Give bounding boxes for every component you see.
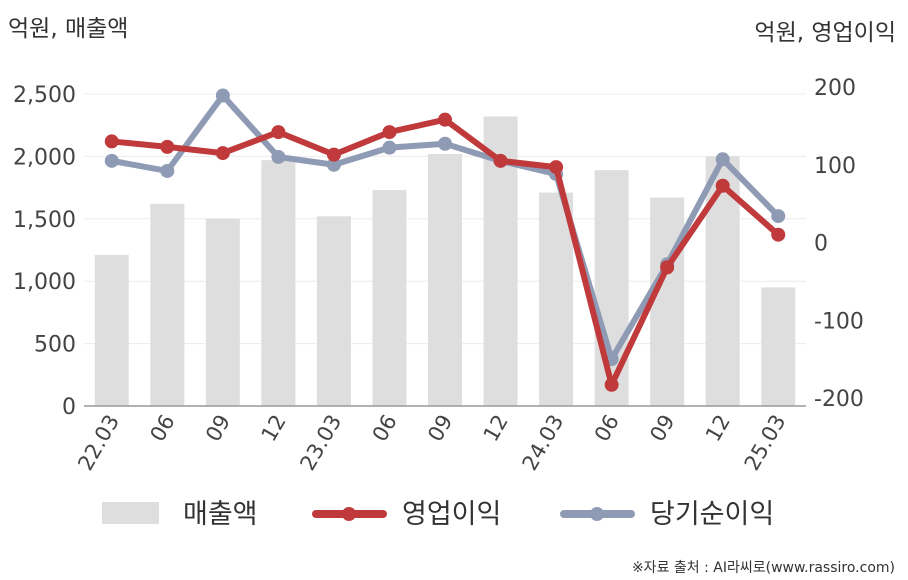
x-axis-tick-label: 09 bbox=[645, 411, 679, 446]
source-note: ※자료 출처 : AI라씨로(www.rassiro.com) bbox=[632, 560, 895, 576]
bar-sales bbox=[150, 203, 185, 406]
point-net-income bbox=[271, 149, 286, 164]
left-axis-ticks: 0 500 1,000 1,500 2,000 2,500 bbox=[13, 83, 76, 420]
line-series bbox=[104, 88, 786, 392]
right-axis-tick-label: 0 bbox=[814, 232, 828, 257]
bar-sales bbox=[539, 192, 574, 406]
right-axis-tick-label: -100 bbox=[814, 309, 864, 334]
bar-sales bbox=[761, 287, 796, 406]
legend-label-net-income: 당기순이익 bbox=[650, 499, 774, 530]
point-operating-profit bbox=[660, 260, 675, 275]
legend: 매출액 영업이익 당기순이익 bbox=[102, 499, 774, 530]
bar-sales bbox=[316, 216, 351, 406]
bar-series-sales bbox=[94, 116, 796, 407]
point-operating-profit bbox=[326, 147, 341, 162]
right-axis-tick-label: 100 bbox=[814, 154, 856, 179]
x-axis-tick-label: 24.03 bbox=[518, 411, 569, 475]
x-axis-ticks: 22.03 06 09 12 23.03 06 09 12 24.03 06 09 12 25.03 bbox=[73, 411, 790, 475]
x-axis-tick-label: 09 bbox=[201, 411, 235, 446]
bar-sales bbox=[261, 160, 296, 406]
right-axis-tick-label: -200 bbox=[814, 387, 864, 412]
legend-swatch-sales bbox=[102, 502, 159, 524]
point-net-income bbox=[160, 163, 175, 178]
point-operating-profit bbox=[215, 146, 230, 161]
x-axis-tick-label: 06 bbox=[145, 411, 179, 446]
point-operating-profit bbox=[160, 139, 175, 154]
x-axis-tick-label: 25.03 bbox=[740, 411, 791, 475]
x-axis-tick-label: 06 bbox=[368, 411, 402, 446]
bar-sales bbox=[428, 153, 462, 406]
legend-marker-operating-profit bbox=[342, 507, 356, 521]
point-operating-profit bbox=[715, 178, 730, 193]
bar-sales bbox=[372, 190, 407, 406]
x-axis-tick-label: 12 bbox=[479, 411, 513, 446]
left-axis-tick-label: 0 bbox=[62, 395, 76, 420]
left-axis-tick-label: 1,500 bbox=[13, 208, 76, 233]
point-operating-profit bbox=[549, 160, 564, 175]
right-axis-ticks: -200 -100 0 100 200 bbox=[814, 76, 864, 412]
x-axis-tick-label: 12 bbox=[257, 411, 291, 446]
bar-sales bbox=[205, 218, 240, 406]
point-net-income bbox=[104, 153, 119, 168]
x-axis-tick-label: 22.03 bbox=[73, 411, 124, 475]
point-operating-profit bbox=[493, 153, 508, 168]
point-operating-profit bbox=[604, 377, 619, 392]
x-axis-tick-label: 23.03 bbox=[295, 411, 346, 475]
bar-sales bbox=[650, 197, 685, 406]
point-net-income bbox=[438, 136, 452, 151]
x-axis-tick-label: 12 bbox=[701, 411, 735, 446]
left-axis-unit-label: 억원, 매출액 bbox=[8, 16, 128, 42]
bar-sales bbox=[94, 254, 129, 406]
left-axis-tick-label: 2,500 bbox=[13, 83, 76, 108]
legend-label-operating-profit: 영업이익 bbox=[402, 499, 501, 530]
point-net-income bbox=[382, 140, 397, 155]
point-net-income bbox=[771, 209, 786, 224]
point-net-income bbox=[215, 88, 230, 103]
point-net-income bbox=[715, 152, 730, 167]
right-axis-tick-label: 200 bbox=[814, 76, 856, 101]
x-axis-tick-label: 09 bbox=[423, 411, 457, 446]
point-operating-profit bbox=[271, 125, 286, 140]
x-axis-tick-label: 06 bbox=[590, 411, 624, 446]
point-operating-profit bbox=[104, 134, 119, 149]
left-axis-tick-label: 500 bbox=[34, 333, 76, 358]
bar-sales bbox=[594, 170, 629, 406]
point-net-income bbox=[326, 157, 341, 172]
right-axis-unit-label: 억원, 영업이익 bbox=[754, 20, 896, 46]
point-operating-profit bbox=[771, 227, 786, 242]
left-axis-tick-label: 2,000 bbox=[13, 145, 76, 170]
legend-label-sales: 매출액 bbox=[183, 499, 258, 530]
point-operating-profit bbox=[438, 112, 452, 127]
point-operating-profit bbox=[382, 125, 397, 140]
legend-marker-net-income bbox=[590, 507, 604, 521]
left-axis-tick-label: 1,000 bbox=[13, 270, 76, 295]
